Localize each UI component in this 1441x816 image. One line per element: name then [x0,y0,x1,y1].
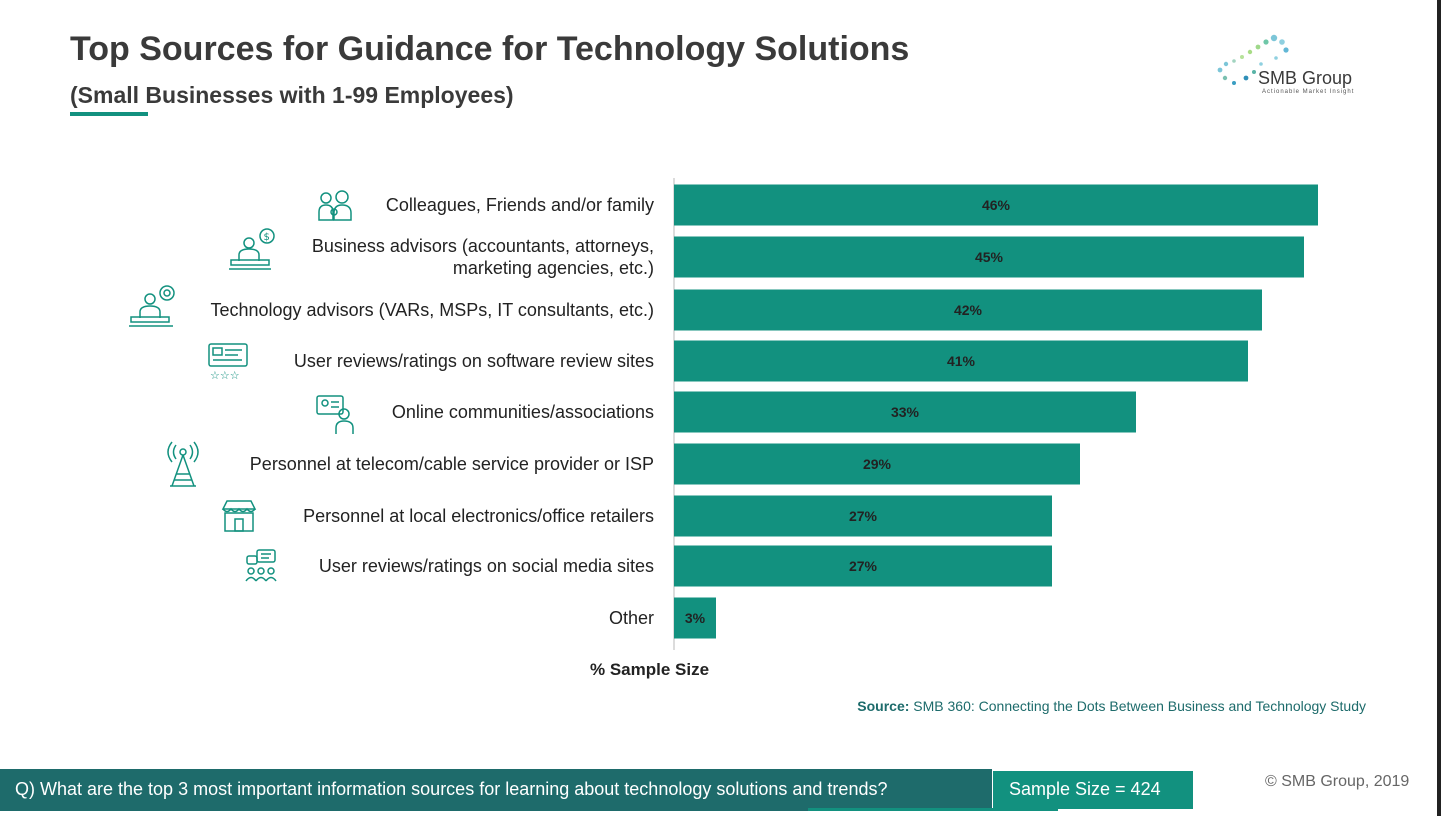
review-sites-icon: ☆☆☆ [208,343,248,382]
bar-value-label-1: 45% [975,249,1004,265]
bar-4 [674,391,1136,433]
bar-value-label-6: 27% [849,508,878,524]
logo-name: SMB Group [1258,68,1353,88]
tech-advisor-icon [129,285,175,327]
online-community-icon [316,395,354,434]
chart-subtitle: (Small Businesses with 1-99 Employees) [70,82,514,108]
bar-value-label-3: 41% [947,353,976,369]
category-label-8: Other [609,608,654,628]
bar-value-label-7: 27% [849,558,878,574]
category-label-0: Colleagues, Friends and/or family [386,195,654,215]
category-label-1-line-0: Business advisors (accountants, attorney… [312,236,654,256]
sample-size-box [993,771,1193,809]
bar-3 [674,340,1248,382]
bar-1 [674,236,1304,278]
bar-6 [674,495,1052,537]
window-edge [1437,0,1441,816]
svg-text:$: $ [264,232,270,243]
sample-size: Sample Size = 424 [1009,779,1161,799]
telecom-tower-icon [167,441,199,487]
bar-5 [674,443,1080,485]
bar-value-label-0: 46% [982,197,1011,213]
x-axis-label: % Sample Size [590,660,710,679]
bar-0 [674,184,1318,226]
family-icon [318,190,352,221]
bar-value-label-2: 42% [954,302,983,318]
chart-title: Top Sources for Guidance for Technology … [70,30,910,68]
copyright: © SMB Group, 2019 [1265,773,1410,790]
source-label: Source: [857,698,910,714]
category-label-7: User reviews/ratings on social media sit… [319,556,654,576]
bar-7 [674,545,1052,587]
category-label-1-line-1: marketing agencies, etc.) [453,258,654,278]
category-label-3: User reviews/ratings on software review … [294,351,654,371]
source-text: SMB 360: Connecting the Dots Between Bus… [913,698,1366,714]
bar-chart: 46% Colleagues, Friends and/or family 45% B… [129,178,1318,650]
category-label-4: Online communities/associations [392,402,654,422]
bar-value-label-8: 3% [685,610,706,626]
social-media-icon [245,549,277,582]
svg-text:☆☆☆: ☆☆☆ [210,369,240,382]
survey-question: Q) What are the top 3 most important inf… [15,779,888,799]
source-note: Source: SMB 360: Connecting the Dots Bet… [857,698,1366,714]
retail-store-icon [221,500,257,532]
logo-dots-icon [1217,34,1289,85]
category-label-2: Technology advisors (VARs, MSPs, IT cons… [210,300,654,320]
bar-2 [674,289,1262,331]
question-bar [0,769,992,811]
bar-8 [674,597,716,639]
category-label-6: Personnel at local electronics/office re… [303,506,654,526]
question-accent-line [808,808,1058,811]
subtitle-accent-line [70,112,148,116]
bar-value-label-4: 33% [891,404,920,420]
logo-tagline: Actionable Market Insight [1262,89,1355,95]
bar-value-label-5: 29% [863,456,892,472]
category-label-5: Personnel at telecom/cable service provi… [250,454,654,474]
business-advisor-icon: $ [229,228,275,270]
